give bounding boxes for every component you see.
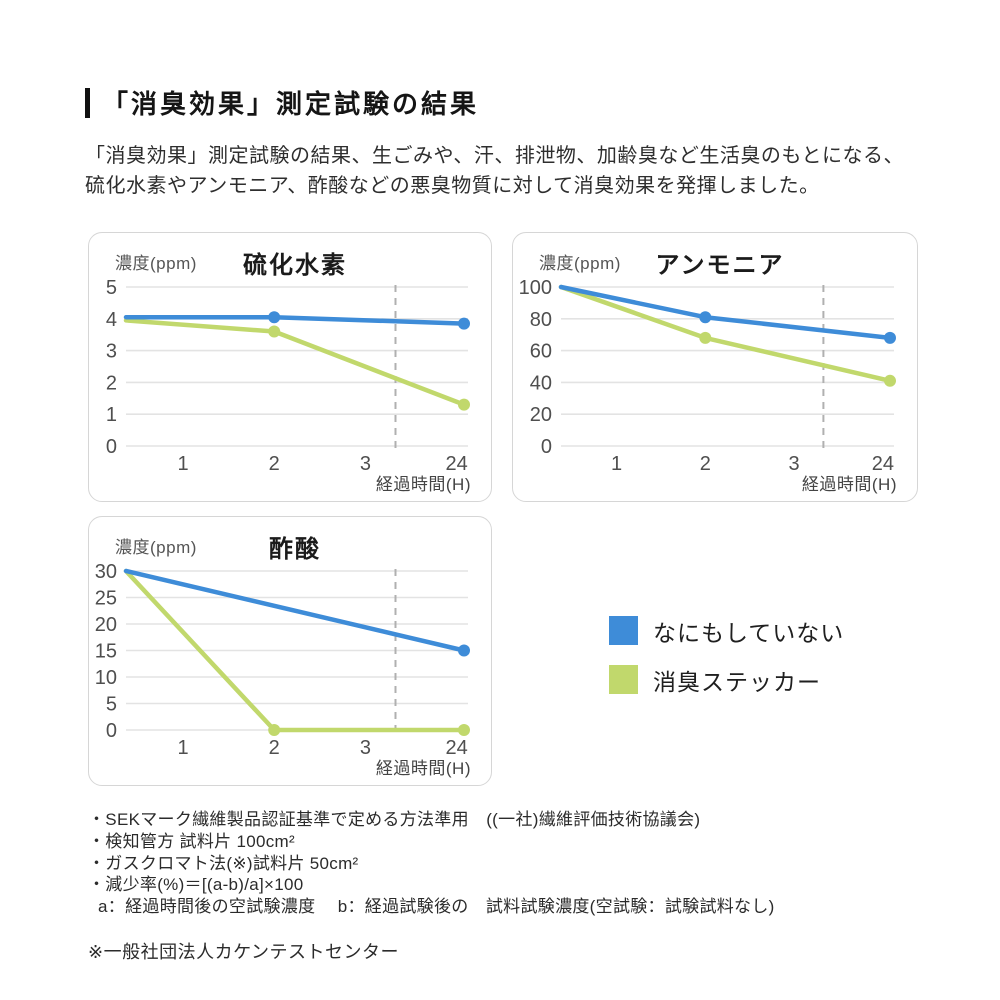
y-tick-label: 3 [106,341,117,363]
y-axis-unit-label: 濃度(ppm) [539,254,621,273]
data-point-marker [458,724,470,736]
x-tick-label: 24 [445,737,467,759]
series-line-blue [558,284,893,341]
intro-line-2: 硫化水素やアンモニア、酢酸などの悪臭物質に対して消臭効果を発揮しました。 [85,175,820,197]
x-tick-label: 24 [872,453,894,475]
title-accent-bar [85,87,90,118]
x-tick-label: 3 [360,453,371,475]
footnote-line: ・検知管方 試料片 100cm² [88,831,295,851]
y-tick-label: 15 [95,641,117,663]
y-tick-label: 1 [106,404,117,426]
data-point-marker [268,325,281,338]
chart-title: 硫化水素 [243,252,347,279]
acetic-acid-line-chart: 30 25 20 15 10 5 0 1 2 3 24 [95,561,470,759]
y-tick-label: 0 [541,436,552,458]
series-line-blue [123,568,467,653]
x-tick-label: 24 [445,453,467,475]
data-point-marker [884,331,896,344]
data-point-marker [458,317,470,330]
data-point-marker [458,398,470,411]
footnote-line: ・SEKマーク繊維製品認証基準で定める方法準用 ((一社)繊維評価技術協議会) [88,810,701,829]
legend-swatch-blue [609,616,638,645]
y-tick-label: 80 [530,309,552,331]
data-point-marker [268,724,281,736]
y-tick-label: 0 [106,720,117,742]
chart-card-ammonia: 100 80 60 40 20 0 1 2 3 24 濃度(ppm) アンモニア 経過時間(H) [512,232,918,502]
chart-card-acetic-acid: 30 25 20 15 10 5 0 1 2 3 24 濃度(ppm) 酢酸 経過時間(H) [88,516,492,786]
y-tick-label: 20 [95,614,117,636]
footnote-line: ・減少率(%)＝[(a-b)/a]×100 [88,875,304,895]
y-tick-label: 20 [530,404,552,426]
y-tick-label: 100 [519,277,552,299]
x-tick-label: 2 [269,737,280,759]
y-tick-label: 0 [106,436,117,458]
data-point-marker [884,374,896,387]
data-point-marker [458,644,470,657]
x-axis-label: 経過時間(H) [375,759,471,778]
x-tick-label: 1 [611,453,622,475]
x-tick-label: 2 [700,453,711,475]
x-axis-label: 経過時間(H) [375,475,471,494]
x-tick-label: 2 [269,453,280,475]
ammonia-line-chart: 100 80 60 40 20 0 1 2 3 24 [519,277,896,475]
data-point-marker [699,311,712,324]
footnote-line: ・ガスクロマト法(※)試料片 50cm² [88,853,359,873]
x-tick-label: 3 [789,453,800,475]
data-point-marker [268,311,281,324]
y-tick-label: 60 [530,341,552,363]
source-note: ※一般社団法人カケンテストセンター [88,942,400,962]
series-line-green [123,318,467,407]
y-tick-label: 4 [106,309,117,331]
y-tick-label: 10 [95,667,117,689]
y-tick-label: 25 [95,588,117,610]
hydrogen-sulfide-line-chart: 5 4 3 2 1 0 1 2 3 24 [106,277,470,475]
page-title-row: 「消臭効果」測定試験の結果 [85,84,479,121]
chart-title: 酢酸 [269,536,321,563]
legend-label: なにもしていない [653,619,845,646]
y-tick-label: 2 [106,372,117,394]
x-tick-label: 1 [177,737,188,759]
footnotes: ・SEKマーク繊維製品認証基準で定める方法準用 ((一社)繊維評価技術協議会) ・… [88,809,775,918]
y-axis-unit-label: 濃度(ppm) [115,538,197,557]
legend-label: 消臭ステッカー [653,668,821,695]
chart-card-hydrogen-sulfide: 5 4 3 2 1 0 1 2 3 24 濃度(ppm) 硫化水素 経過時間(H) [88,232,492,502]
legend: なにもしていない 消臭ステッカー [609,616,844,714]
intro-line-1: 「消臭効果」測定試験の結果、生ごみや、汗、排泄物、加齢臭など生活臭のもとになる、 [85,145,904,167]
y-axis-unit-label: 濃度(ppm) [115,254,197,273]
data-point-marker [699,331,712,344]
footnote-line: a：経過時間後の空試験濃度 b：経過試験後の 試料試験濃度(空試験：試験試料なし… [88,897,775,917]
y-tick-label: 40 [530,372,552,394]
y-tick-label: 5 [106,694,117,716]
x-axis-label: 経過時間(H) [801,475,897,494]
legend-item: 消臭ステッカー [609,665,844,695]
y-tick-label: 30 [95,561,117,583]
x-tick-label: 1 [177,453,188,475]
legend-swatch-green [609,665,638,694]
x-tick-label: 3 [360,737,371,759]
chart-title: アンモニア [655,252,785,279]
y-tick-label: 5 [106,277,117,299]
intro-text: 「消臭効果」測定試験の結果、生ごみや、汗、排泄物、加齢臭など生活臭のもとになる、… [85,141,904,201]
legend-item: なにもしていない [609,616,845,646]
page-title: 「消臭効果」測定試験の結果 [102,89,480,119]
